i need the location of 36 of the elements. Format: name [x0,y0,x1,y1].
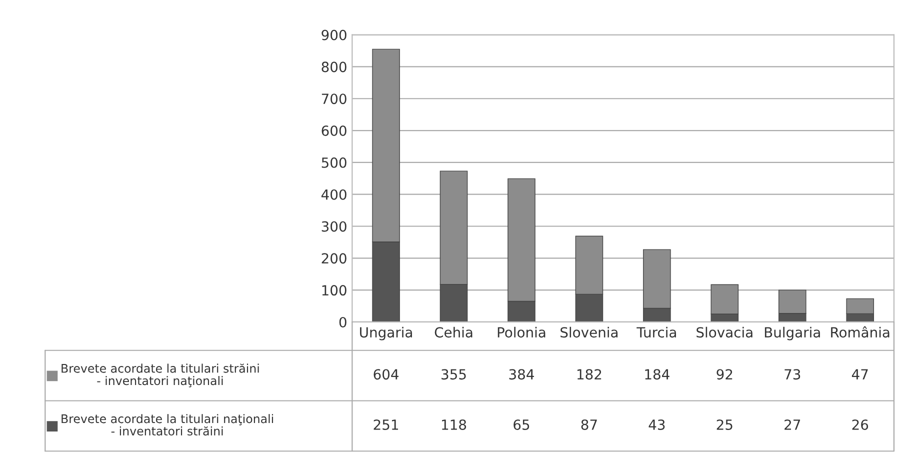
x-tick-label: România [831,326,890,338]
y-tick-label: 700 [322,94,346,104]
y-tick-label: 300 [322,221,346,232]
data-label: 92 [716,369,732,380]
data-label: 184 [645,369,670,380]
x-tick-label: Slovenia [560,326,618,338]
x-tick-label: Turcia [636,326,676,338]
y-tick-label: 100 [322,285,346,296]
y-tick-label: 900 [322,30,346,40]
data-label: 27 [784,419,800,430]
y-tick-label: 600 [322,126,346,136]
x-tick-label: Cehia [434,326,472,338]
data-label: 251 [374,419,398,430]
legend-label: Brevete acordate la titulari străini - inventatori naţionali [62,364,259,388]
x-tick-label: Polonia [498,326,546,338]
data-label: 73 [784,369,800,380]
data-label: 65 [514,419,530,430]
data-label: 182 [577,369,602,380]
data-label: 604 [374,369,399,380]
data-label: 384 [509,369,534,380]
y-tick-label: 400 [321,189,346,200]
x-tick-label: Slovacia [696,326,752,338]
y-tick-label: 500 [322,157,346,168]
data-label: 87 [581,419,597,430]
data-label: 118 [442,419,466,430]
x-tick-label: Bulgaria [764,326,820,340]
y-tick-label: 200 [322,253,346,264]
data-label: 25 [716,419,732,430]
data-label: 47 [852,369,868,380]
data-label: 43 [648,419,665,430]
x-tick-label: Ungaria [360,326,412,340]
y-tick-label: 800 [322,62,346,72]
data-label: 355 [442,369,466,380]
y-tick-label: 0 [339,316,346,328]
data-label: 26 [852,419,868,430]
legend-label: Brevete acordate la titulari naţionali - inventatori străini [62,414,274,436]
